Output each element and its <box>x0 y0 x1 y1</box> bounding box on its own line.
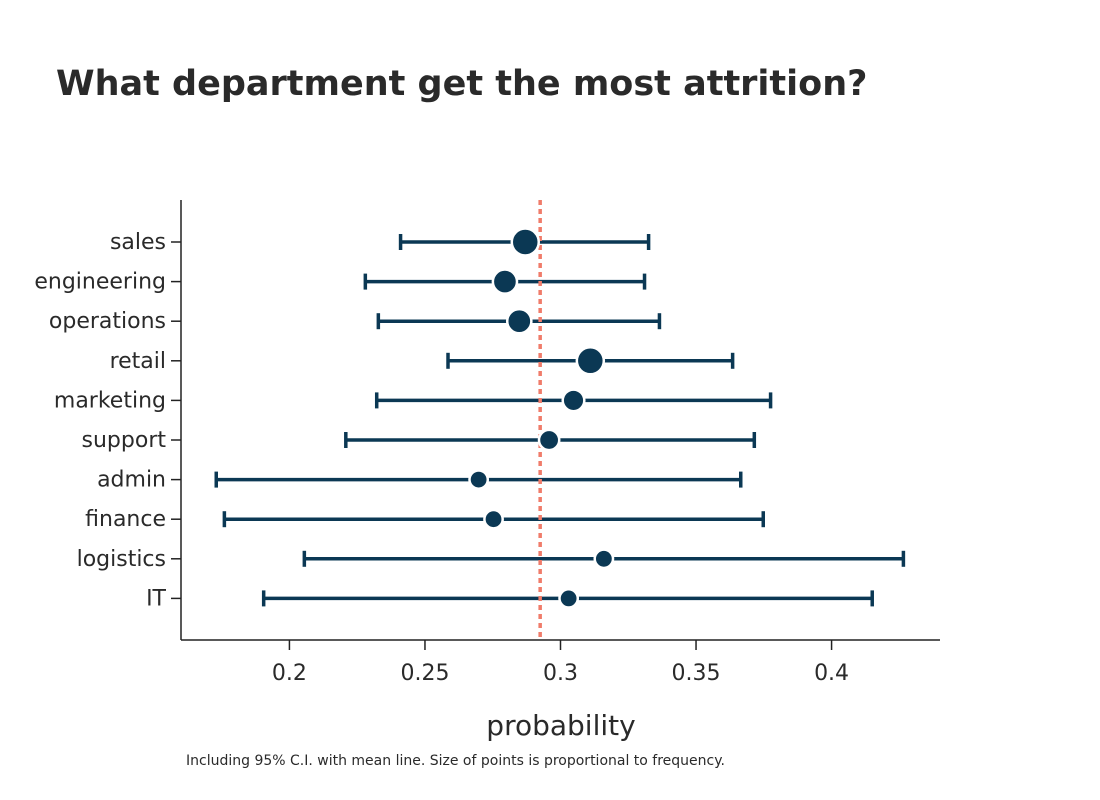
y-tick-label-sales: sales <box>110 230 166 255</box>
point-engineering <box>491 268 519 295</box>
y-tick-label-support: support <box>82 428 167 453</box>
point-logistics <box>593 548 615 570</box>
x-axis-label: probability <box>486 709 635 742</box>
y-tick-label-retail: retail <box>110 349 166 374</box>
point-IT <box>558 588 580 609</box>
x-tick-label-4: 0.4 <box>814 661 849 686</box>
y-tick-label-admin: admin <box>97 468 166 493</box>
point-operations <box>505 307 533 335</box>
chart-title: What department get the most attrition? <box>56 64 868 104</box>
point-retail <box>575 346 606 376</box>
x-tick-label-2: 0.3 <box>543 661 578 686</box>
point-finance <box>483 508 504 530</box>
point-marketing <box>561 388 586 413</box>
x-tick-label-0: 0.2 <box>272 661 307 686</box>
y-tick-label-finance: finance <box>85 507 166 532</box>
x-tick-label-1: 0.25 <box>400 661 449 686</box>
point-admin <box>468 469 490 491</box>
y-tick-label-marketing: marketing <box>54 388 166 413</box>
x-tick-label-3: 0.35 <box>672 661 721 686</box>
point-sales <box>510 227 541 257</box>
y-tick-label-engineering: engineering <box>34 270 166 295</box>
y-tick-label-IT: IT <box>146 586 166 611</box>
point-support <box>537 428 561 452</box>
y-tick-label-logistics: logistics <box>77 547 166 572</box>
y-tick-label-operations: operations <box>49 309 166 334</box>
chart-footnote: Including 95% C.I. with mean line. Size … <box>186 753 725 769</box>
